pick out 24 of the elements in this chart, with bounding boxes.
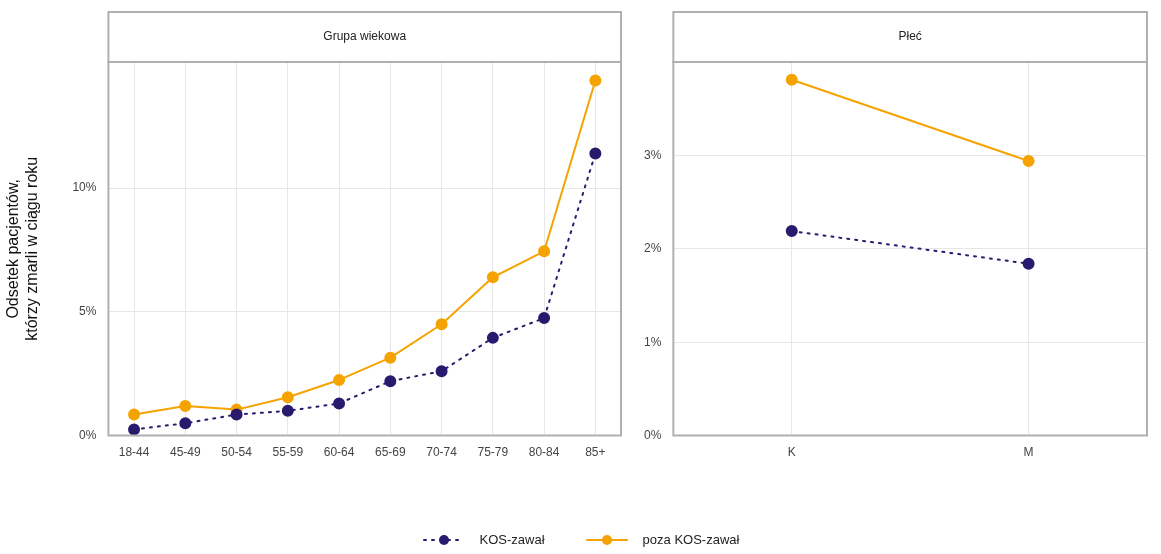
- x-tick-label: 85+: [585, 445, 606, 460]
- legend-label: KOS-zawał: [479, 532, 545, 547]
- chart-title: Płeć: [898, 29, 922, 44]
- y-tick-label: 2%: [644, 241, 662, 256]
- x-tick-label: 75-79: [477, 445, 509, 460]
- x-tick-label: 60-64: [323, 445, 355, 460]
- y-axis-title: Odsetek pacjentów, którzy zmarli w ciągu roku: [4, 156, 41, 341]
- x-tick-label: M: [1023, 445, 1034, 460]
- x-tick-label: 45-49: [169, 445, 201, 460]
- x-tick-label: 50-54: [221, 445, 253, 460]
- y-tick-label: 0%: [644, 427, 662, 442]
- y-tick-label: 0%: [79, 427, 97, 442]
- y-tick-label: 3%: [644, 147, 662, 162]
- legend-label: poza KOS-zawał: [642, 532, 740, 547]
- y-tick-label: 10%: [72, 180, 97, 195]
- x-tick-label: K: [787, 445, 796, 460]
- x-tick-label: 70-74: [426, 445, 458, 460]
- chart-title: Grupa wiekowa: [323, 29, 407, 44]
- x-tick-label: 65-69: [374, 445, 406, 460]
- x-tick-label: 18-44: [118, 445, 150, 460]
- x-tick-label: 55-59: [272, 445, 304, 460]
- y-tick-label: 5%: [79, 304, 97, 319]
- y-tick-label: 1%: [644, 334, 662, 349]
- x-tick-label: 80-84: [528, 445, 560, 460]
